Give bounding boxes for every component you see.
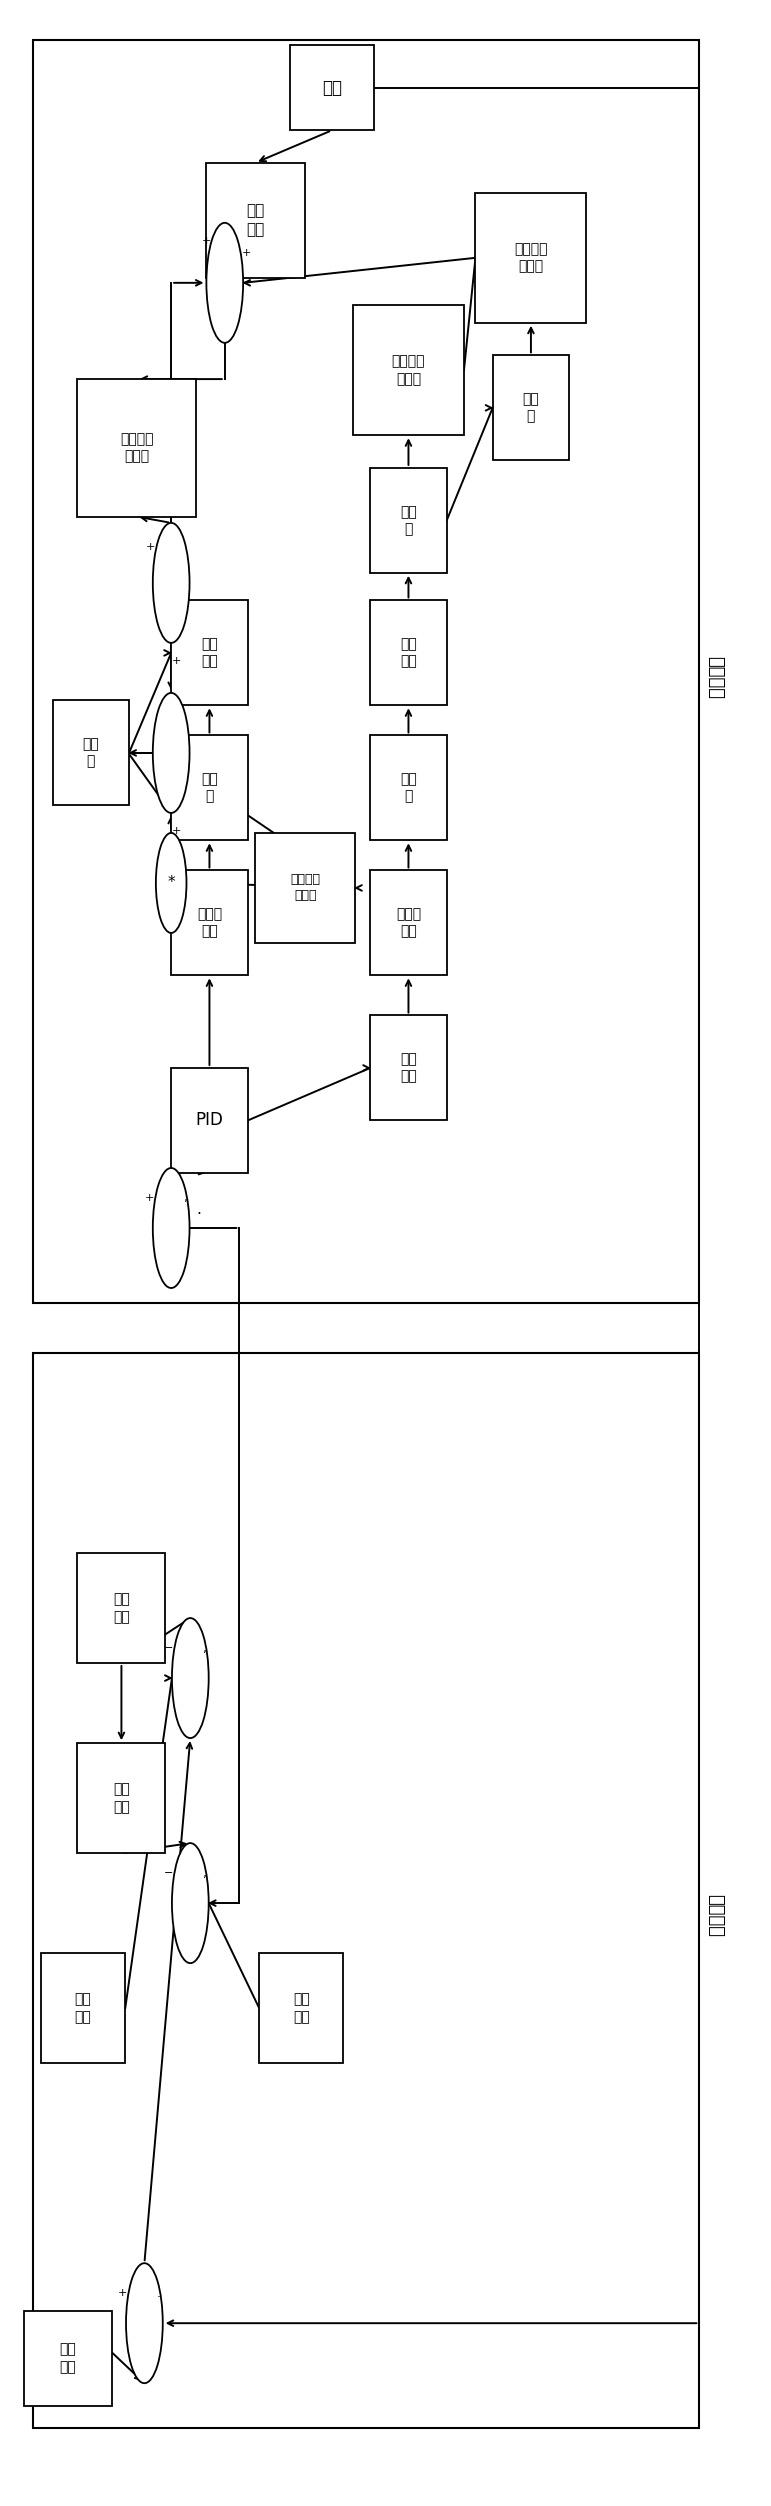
- Bar: [259, 1952, 343, 2062]
- Bar: [171, 601, 247, 704]
- Text: 低压缸分
配系数: 低压缸分 配系数: [514, 243, 547, 273]
- Bar: [370, 601, 446, 704]
- Bar: [41, 1952, 125, 2062]
- Bar: [171, 734, 247, 840]
- Circle shape: [126, 2263, 163, 2383]
- Text: 高压
缸: 高压 缸: [82, 737, 99, 769]
- Circle shape: [153, 524, 190, 644]
- Bar: [24, 2311, 112, 2406]
- Circle shape: [172, 1619, 209, 1739]
- Text: ,: ,: [203, 1867, 207, 1880]
- Bar: [171, 1068, 247, 1173]
- Text: +: +: [144, 1193, 154, 1203]
- Text: 频差
放大: 频差 放大: [113, 1782, 130, 1814]
- Bar: [171, 870, 247, 975]
- Text: 功率区域: 功率区域: [705, 657, 724, 699]
- Bar: [77, 1744, 166, 1852]
- Text: 低压
缸: 低压 缸: [523, 393, 539, 424]
- Bar: [290, 45, 374, 130]
- Text: 死区
限幅: 死区 限幅: [201, 637, 218, 669]
- Text: −: −: [143, 747, 152, 757]
- Bar: [353, 306, 464, 436]
- Text: +: +: [172, 657, 181, 667]
- Bar: [77, 1554, 166, 1664]
- Text: 转子: 转子: [322, 78, 342, 98]
- Bar: [370, 734, 446, 840]
- Text: 油动
机: 油动 机: [201, 772, 218, 804]
- Text: 转速区域: 转速区域: [705, 1895, 724, 1937]
- Bar: [370, 870, 446, 975]
- Text: 负荷
给定: 负荷 给定: [75, 1992, 92, 2025]
- Text: 转速
给定: 转速 给定: [59, 2343, 76, 2373]
- Text: PID: PID: [196, 1113, 224, 1130]
- Text: 高压缸分
配系数: 高压缸分 配系数: [120, 431, 153, 464]
- Text: +: +: [242, 248, 251, 258]
- Circle shape: [172, 1842, 209, 1962]
- Bar: [33, 1353, 699, 2428]
- Circle shape: [207, 223, 243, 343]
- Text: ,: ,: [183, 1190, 188, 1205]
- Text: +: +: [202, 236, 211, 246]
- Text: −: −: [163, 1644, 173, 1654]
- Text: .: .: [157, 2285, 161, 2301]
- Text: 电液转
换器: 电液转 换器: [396, 907, 421, 940]
- Text: +: +: [172, 827, 181, 837]
- Bar: [476, 193, 587, 323]
- Bar: [370, 469, 446, 574]
- Circle shape: [153, 1168, 190, 1288]
- Text: −: −: [163, 1867, 173, 1877]
- Text: 再热
环节: 再热 环节: [400, 1053, 417, 1083]
- Text: +: +: [118, 2288, 127, 2298]
- Text: 死区
限幅: 死区 限幅: [400, 637, 417, 669]
- Text: .: .: [197, 1203, 201, 1218]
- Text: ,: ,: [203, 1641, 207, 1654]
- Bar: [370, 1015, 446, 1120]
- Circle shape: [153, 692, 190, 812]
- Circle shape: [156, 832, 187, 932]
- Text: 中压
缸: 中压 缸: [400, 504, 417, 536]
- Text: 电液转
换器: 电液转 换器: [197, 907, 222, 940]
- Bar: [33, 40, 699, 1303]
- Text: 负荷
扰动: 负荷 扰动: [293, 1992, 310, 2025]
- Text: 功率
测量: 功率 测量: [246, 203, 264, 238]
- Text: +: +: [146, 541, 156, 551]
- Text: 转速
测量: 转速 测量: [113, 1591, 130, 1624]
- Text: *: *: [167, 875, 175, 890]
- Bar: [206, 163, 305, 278]
- Bar: [52, 699, 129, 804]
- Text: 高压缸过
调系数: 高压缸过 调系数: [290, 875, 320, 902]
- Bar: [255, 832, 355, 942]
- Text: 油动
机: 油动 机: [400, 772, 417, 804]
- Text: 中压缸分
配系数: 中压缸分 配系数: [392, 356, 426, 386]
- Bar: [77, 378, 196, 516]
- Bar: [493, 356, 569, 461]
